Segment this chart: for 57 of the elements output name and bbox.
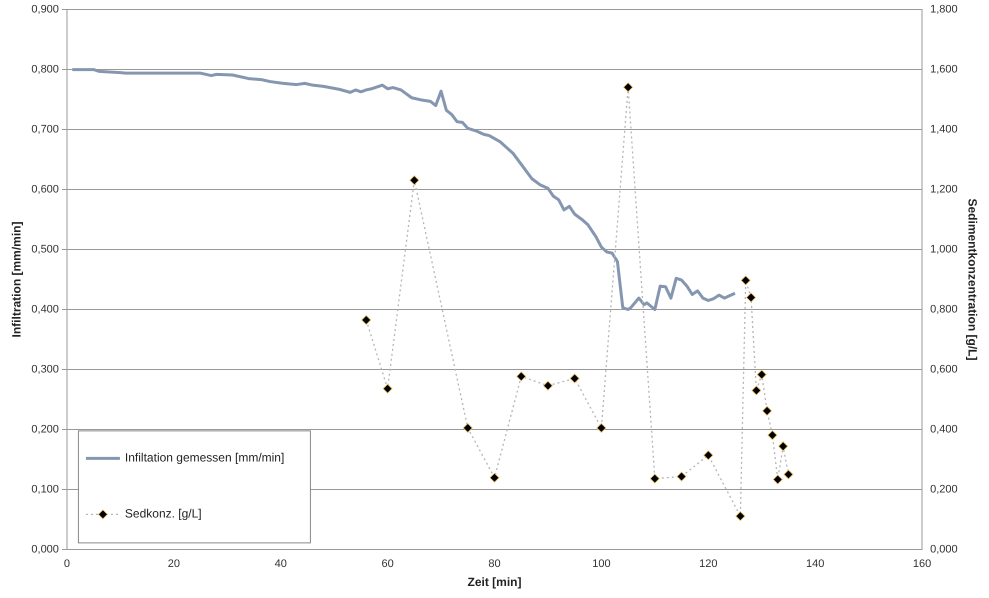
y2-tick-label: 0,400 xyxy=(930,423,958,436)
x-tick-label: 160 xyxy=(912,558,932,570)
x-tick-label: 0 xyxy=(64,558,70,570)
point xyxy=(382,384,393,394)
y-tick-label: 0,000 xyxy=(31,543,59,556)
y-tick-label: 0,600 xyxy=(31,184,59,196)
x-tick-label: 140 xyxy=(806,558,824,570)
point xyxy=(650,474,660,484)
point xyxy=(772,474,783,484)
point xyxy=(756,370,767,380)
x-tick-label: 40 xyxy=(274,558,287,570)
point xyxy=(570,374,580,384)
y2-tick-label: 0,800 xyxy=(930,304,958,316)
y-tick-label: 0,800 xyxy=(31,64,59,76)
point xyxy=(676,472,686,482)
point xyxy=(490,472,500,483)
point xyxy=(740,276,751,286)
y2-tick-label: 1,400 xyxy=(930,124,958,136)
y-tick-label: 0,300 xyxy=(31,364,59,376)
point xyxy=(409,175,420,186)
point xyxy=(543,380,553,391)
point xyxy=(596,423,606,433)
point xyxy=(762,406,772,416)
point xyxy=(778,441,788,452)
point xyxy=(462,423,473,433)
x-tick-label: 120 xyxy=(699,558,718,570)
point xyxy=(516,371,526,382)
y2-tick-label: 0,600 xyxy=(930,364,958,376)
point xyxy=(768,430,778,440)
point xyxy=(784,470,794,480)
legend-label: Infiltation gemessen [mm/min] xyxy=(124,450,284,465)
x-tick-label: 60 xyxy=(381,558,394,570)
y-tick-label: 0,200 xyxy=(31,423,59,436)
x-tick-label: 80 xyxy=(488,558,501,570)
y-tick-label: 0,100 xyxy=(31,483,59,496)
y2-tick-label: 1,000 xyxy=(930,244,958,256)
legend-label: Sedkonz. [g/L] xyxy=(124,506,202,521)
y2-tick-label: 1,600 xyxy=(930,64,958,76)
x-tick-label: 20 xyxy=(168,558,180,570)
y2-tick-label: 1,200 xyxy=(930,184,958,196)
y-tick-label: 0,400 xyxy=(31,304,59,316)
point xyxy=(361,315,372,325)
y2-tick-label: 0,000 xyxy=(930,543,958,556)
y2-tick-label: 1,800 xyxy=(930,4,958,16)
y-tick-label: 0,900 xyxy=(31,4,59,16)
y2-tick-label: 0,200 xyxy=(930,483,958,496)
y-axis-title: Infiltration [mm/min] xyxy=(10,222,24,338)
x-tick-label: 100 xyxy=(592,558,611,570)
y-tick-label: 0,700 xyxy=(31,124,59,136)
point xyxy=(746,292,756,302)
point xyxy=(751,386,762,396)
point xyxy=(703,450,714,460)
point xyxy=(623,82,634,92)
point xyxy=(735,511,746,522)
y-tick-label: 0,500 xyxy=(31,244,59,256)
y2-axis-title: Sedimentkonzentration [g/L] xyxy=(965,198,980,361)
x-axis-title: Zeit [min] xyxy=(468,575,522,590)
